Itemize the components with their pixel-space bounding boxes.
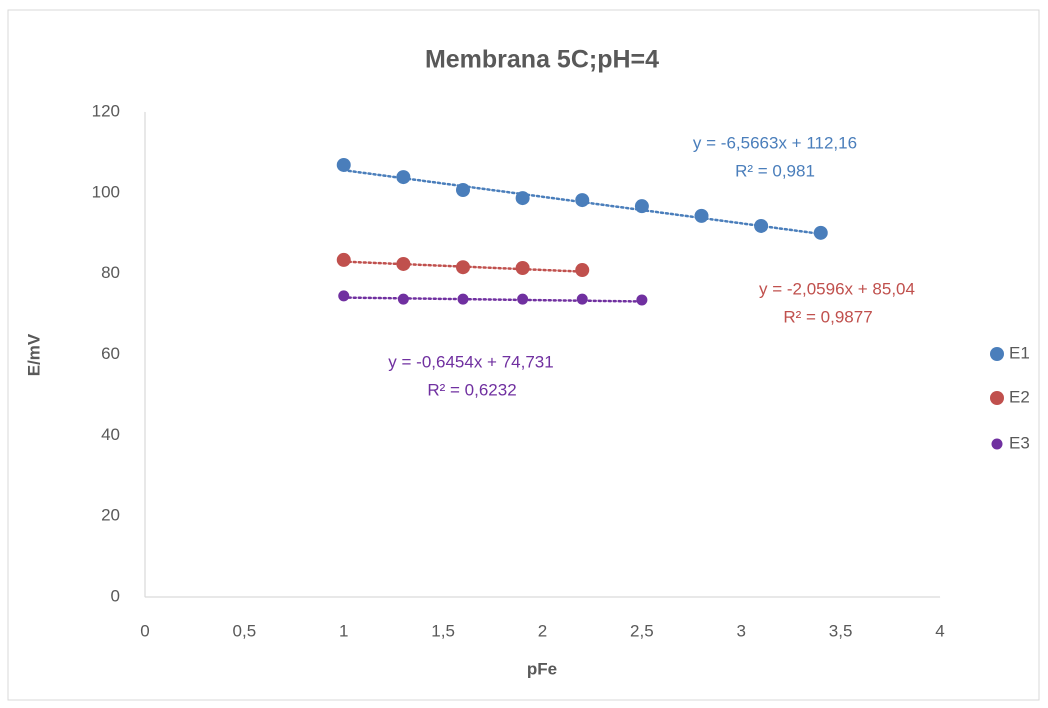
x-tick-label: 0,5 xyxy=(233,621,257,640)
trendline-r-squared: R² = 0,981 xyxy=(735,161,815,180)
x-tick-label: 0 xyxy=(140,621,149,640)
data-point xyxy=(396,256,411,271)
data-point xyxy=(336,157,351,172)
y-tick-label: 40 xyxy=(101,425,120,444)
data-point xyxy=(575,263,590,278)
trendline-equation: y = -6,5663x + 112,16 xyxy=(693,133,857,152)
data-point xyxy=(813,225,828,240)
data-point xyxy=(634,199,649,214)
data-point xyxy=(576,293,588,305)
legend-label: E3 xyxy=(1009,433,1030,452)
chart-border xyxy=(7,9,1040,701)
y-tick-label: 0 xyxy=(111,586,120,605)
legend-marker xyxy=(991,438,1003,450)
y-tick-label: 80 xyxy=(101,263,120,282)
legend-label: E2 xyxy=(1009,387,1030,406)
legend-marker xyxy=(990,347,1004,361)
trendline xyxy=(342,296,644,303)
data-point xyxy=(754,218,769,233)
chart-title: Membrana 5C;pH=4 xyxy=(425,46,659,74)
y-tick-label: 60 xyxy=(101,344,120,363)
trendline-r-squared: R² = 0,9877 xyxy=(783,307,872,326)
legend-marker xyxy=(990,391,1004,405)
x-tick-label: 1,5 xyxy=(431,621,455,640)
x-tick-label: 3,5 xyxy=(829,621,853,640)
y-axis-label: E/mV xyxy=(24,333,43,376)
trendline-r-squared: R² = 0,6232 xyxy=(427,380,516,399)
data-point xyxy=(457,293,469,305)
trendline-equation: y = -0,6454x + 74,731 xyxy=(388,352,553,371)
data-point xyxy=(694,208,709,223)
y-tick-label: 120 xyxy=(92,101,120,120)
data-point xyxy=(336,252,351,267)
x-tick-label: 1 xyxy=(339,621,348,640)
data-point xyxy=(397,293,409,305)
y-tick-label: 100 xyxy=(92,182,120,201)
data-point xyxy=(338,290,350,302)
data-point xyxy=(456,183,470,198)
data-point xyxy=(515,191,530,206)
x-axis-label: pFe xyxy=(527,659,557,678)
y-tick-label: 20 xyxy=(101,506,120,525)
data-point xyxy=(636,294,648,306)
data-point xyxy=(515,261,530,276)
x-tick-label: 2,5 xyxy=(630,621,654,640)
data-point xyxy=(456,260,470,275)
trendline-equation: y = -2,0596x + 85,04 xyxy=(759,279,915,298)
data-point xyxy=(396,170,411,185)
data-point xyxy=(575,193,590,208)
x-tick-label: 3 xyxy=(737,621,746,640)
x-tick-label: 2 xyxy=(538,621,547,640)
x-tick-label: 4 xyxy=(935,621,944,640)
data-point xyxy=(517,293,529,305)
legend-label: E1 xyxy=(1009,343,1030,362)
